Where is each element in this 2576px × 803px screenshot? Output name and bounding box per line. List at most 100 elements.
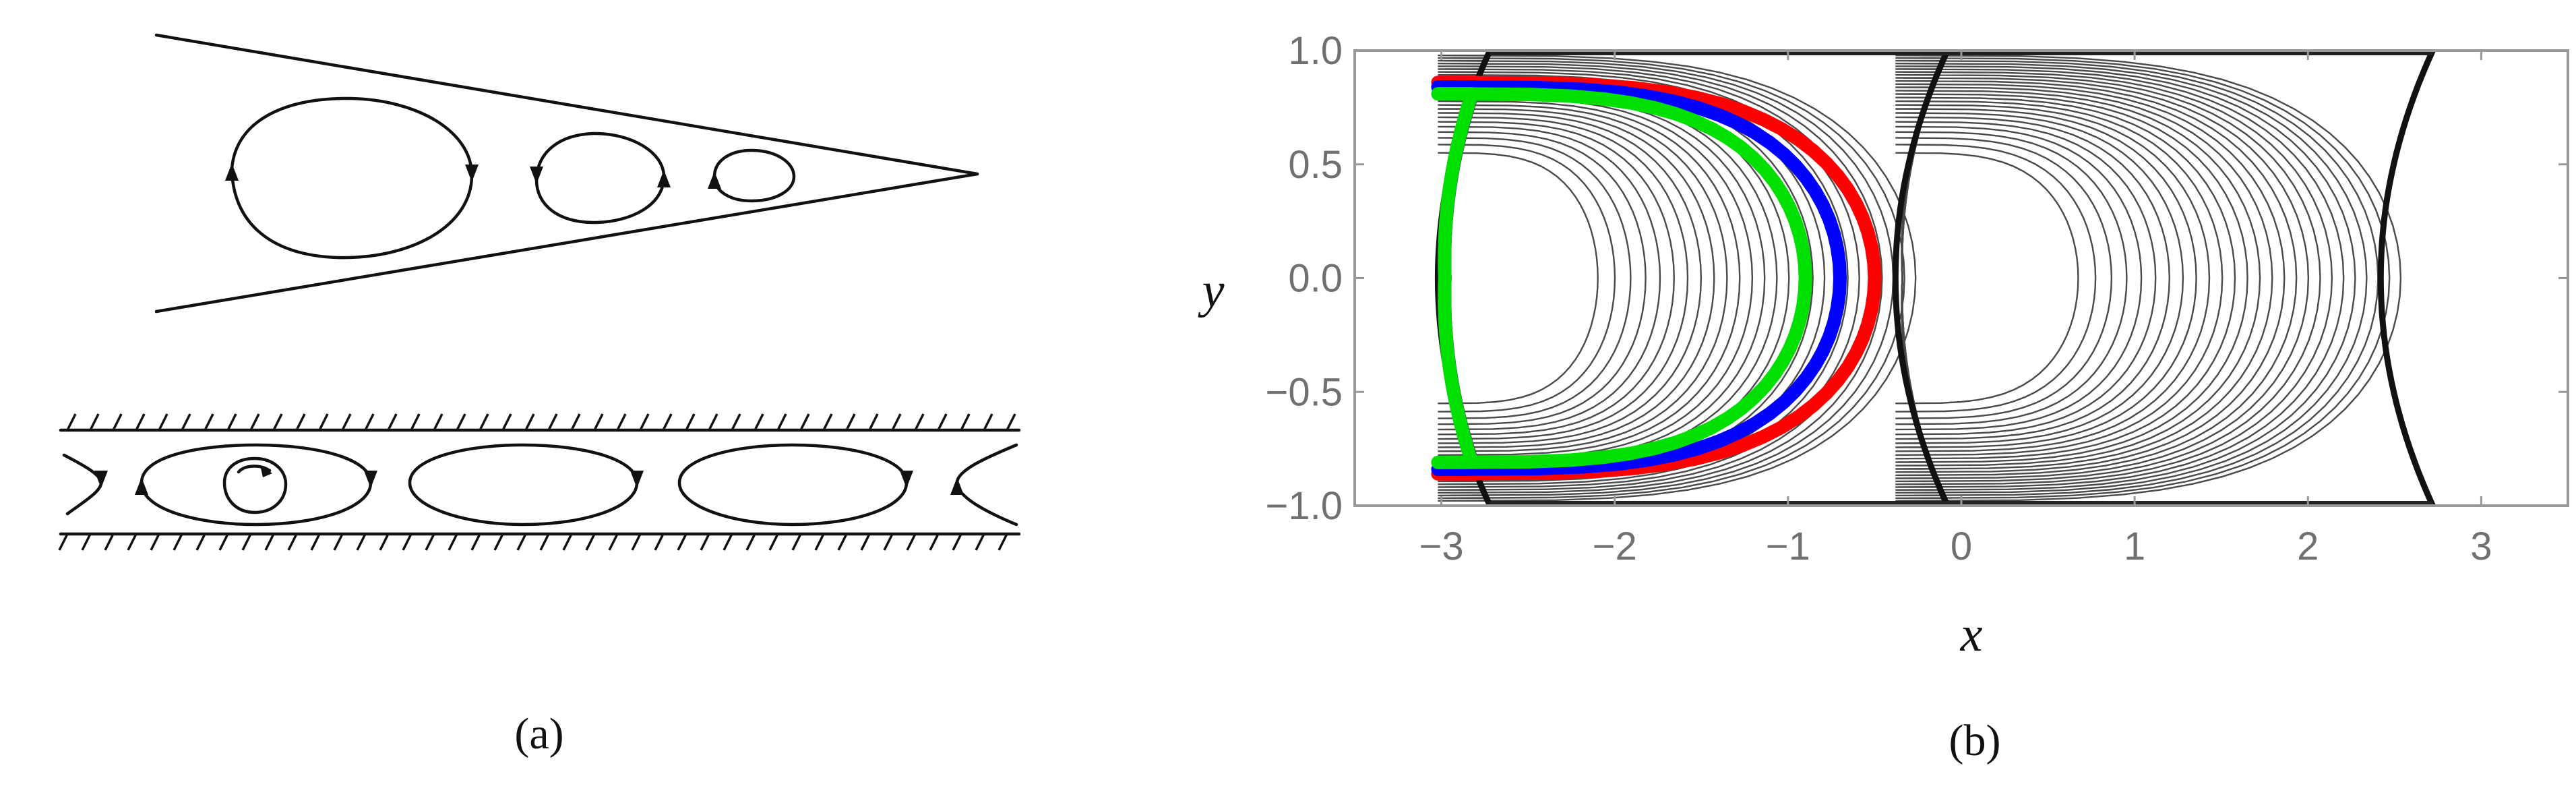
hatch-mark <box>135 413 146 431</box>
hatch-mark <box>891 413 902 431</box>
channel-right-partial-cell <box>955 443 1018 527</box>
channel-cell-1-right-arrow-icon <box>364 471 377 488</box>
cell-boundary-line <box>2377 51 2436 506</box>
hatch-mark <box>799 413 810 431</box>
channel-left-partial-cell <box>62 453 103 516</box>
x-tick-label: 0 <box>1951 525 1972 568</box>
hatch-mark <box>1006 413 1016 431</box>
channel-lower-wall-hatching <box>58 533 1008 551</box>
hatch-mark <box>562 533 573 551</box>
hatch-mark <box>654 533 665 551</box>
channel-right-partial-arrow-icon <box>950 477 964 495</box>
hatch-mark <box>287 533 298 551</box>
hatch-mark <box>195 533 206 551</box>
channel-cell-3-right-arrow-icon <box>900 471 913 488</box>
hatch-mark <box>983 413 993 431</box>
hatch-mark <box>173 533 183 551</box>
hatch-mark <box>89 413 100 431</box>
hatch-mark <box>104 533 115 551</box>
hatch-mark <box>952 533 962 551</box>
wedge-upper-wall <box>154 33 979 176</box>
highlighted-contour <box>1431 87 1812 469</box>
channel-diagram <box>58 413 1021 551</box>
hatch-mark <box>791 533 802 551</box>
channel-cell-3 <box>677 443 909 527</box>
hatch-mark <box>479 413 489 431</box>
hatch-mark <box>181 413 191 431</box>
cell-boundary-line <box>1892 51 1951 506</box>
hatch-mark <box>364 413 375 431</box>
hatch-mark <box>700 533 710 551</box>
hatch-mark <box>402 533 412 551</box>
hatch-mark <box>433 413 443 431</box>
x-tick-label: 3 <box>2470 525 2492 568</box>
channel-cell-2-right-arrow-icon <box>630 471 644 488</box>
hatch-mark <box>539 533 550 551</box>
hatch-mark <box>906 533 917 551</box>
y-tick-label: −0.5 <box>1266 370 1343 414</box>
hatch-mark <box>814 533 825 551</box>
hatch-mark <box>158 413 168 431</box>
hatch-mark <box>249 413 260 431</box>
hatch-mark <box>456 413 466 431</box>
hatch-mark <box>333 533 344 551</box>
panel-b-label: (b) <box>1949 716 2001 765</box>
hatch-mark <box>226 413 237 431</box>
hatch-mark <box>272 413 283 431</box>
x-axis-label: x <box>1960 607 1983 662</box>
hatch-mark <box>410 413 421 431</box>
hatch-mark <box>868 413 879 431</box>
panel-a-label: (a) <box>514 709 563 759</box>
x-axis-ticks: −3 −2 −1 0 1 2 3 <box>1419 51 2492 568</box>
channel-small-circle-rotation <box>237 465 272 474</box>
hatch-mark <box>960 413 971 431</box>
hatch-mark <box>470 533 481 551</box>
hatch-mark <box>356 533 367 551</box>
hatch-mark <box>639 413 650 431</box>
hatch-mark <box>516 533 527 551</box>
hatch-mark <box>593 413 604 431</box>
hatch-mark <box>662 413 673 431</box>
hatch-mark <box>547 413 558 431</box>
panel-b-contour-plot: −3 −2 −1 0 1 2 3 −1.0 −0.5 0.0 0.5 1.0 y x (b) <box>1198 29 2569 765</box>
hatch-mark <box>524 413 535 431</box>
wedge-diagram <box>154 33 979 314</box>
hatch-mark <box>241 533 252 551</box>
wedge-eddy-medium-left-arrow-icon <box>530 167 543 184</box>
channel-cell-2 <box>408 443 639 527</box>
x-tick-label: 2 <box>2297 525 2319 568</box>
highlighted-contours <box>1431 76 1882 481</box>
hatch-mark <box>685 413 696 431</box>
wedge-lower-wall <box>154 172 979 314</box>
hatch-mark <box>218 533 229 551</box>
hatch-mark <box>493 533 504 551</box>
wedge-eddy-large-left-arrow-icon <box>225 163 239 181</box>
x-tick-label: −2 <box>1593 525 1637 568</box>
hatch-mark <box>310 533 321 551</box>
hatch-mark <box>58 533 69 551</box>
hatch-mark <box>379 533 390 551</box>
channel-left-partial-arrow-icon <box>94 471 108 488</box>
hatch-mark <box>608 533 619 551</box>
hatch-mark <box>822 413 833 431</box>
hatch-mark <box>570 413 581 431</box>
x-tick-label: 1 <box>2124 525 2145 568</box>
hatch-mark <box>837 533 848 551</box>
hatch-mark <box>127 533 137 551</box>
hatch-mark <box>616 413 627 431</box>
wedge-eddy-large-right-arrow-icon <box>465 165 479 182</box>
hatch-mark <box>150 533 160 551</box>
hatch-mark <box>501 413 512 431</box>
hatch-mark <box>745 533 756 551</box>
wedge-eddy-small-left-arrow-icon <box>708 171 721 189</box>
wedge-eddy-medium-right-arrow-icon <box>657 170 671 187</box>
hatch-mark <box>81 533 92 551</box>
y-axis-ticks: −1.0 −0.5 0.0 0.5 1.0 <box>1266 29 2568 528</box>
hatch-mark <box>929 533 940 551</box>
y-tick-label: 0.0 <box>1288 257 1343 301</box>
hatch-mark <box>860 533 871 551</box>
hatch-mark <box>204 413 214 431</box>
hatch-mark <box>631 533 642 551</box>
